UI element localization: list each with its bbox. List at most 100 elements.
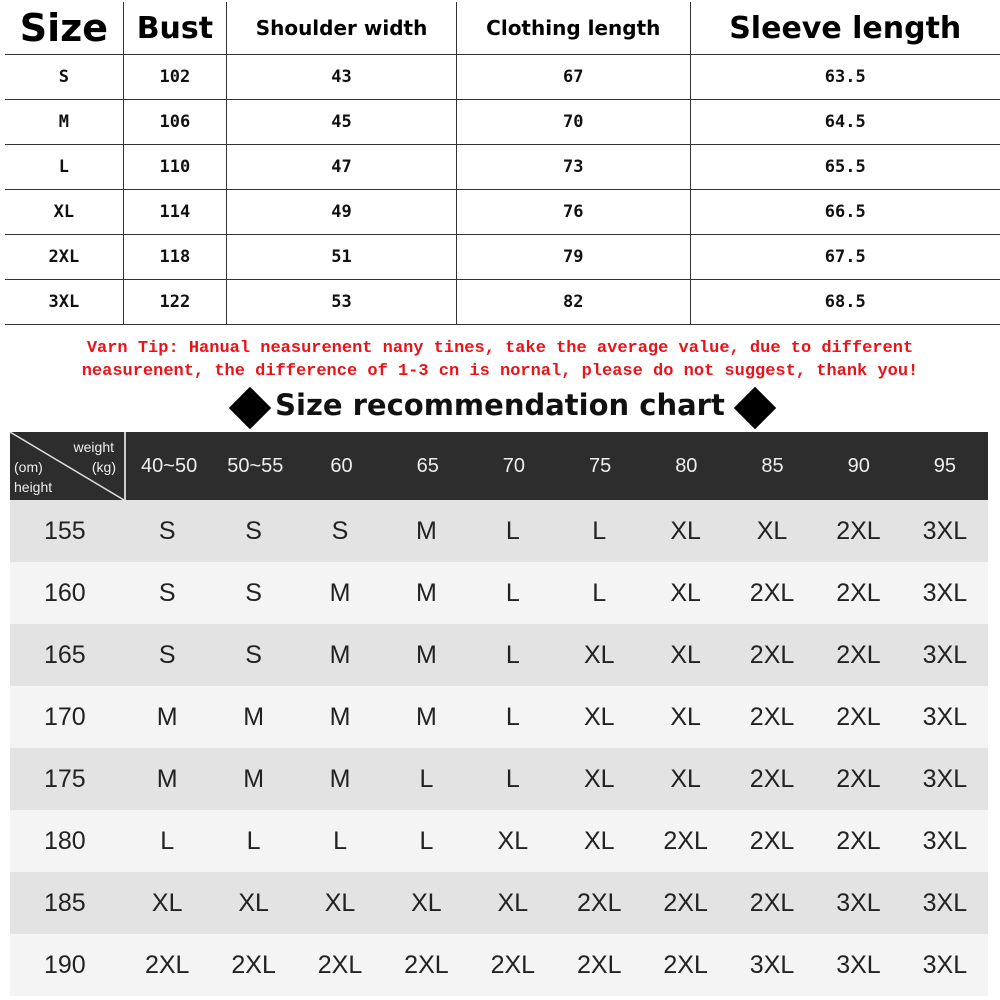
size-cell: 2XL	[404, 950, 449, 979]
size-cell: XL	[583, 702, 615, 731]
table-row: 160 S S M M L L XL 2XL 2XL 3XL	[10, 562, 988, 624]
table-row: 180 L L L L XL XL 2XL 2XL 2XL 3XL	[10, 810, 988, 872]
size-cell: M	[243, 702, 265, 731]
size-cell: M	[329, 702, 351, 731]
table-cell: 68.5	[689, 279, 1000, 325]
size-recommendation-table: weight (om) (kg) height 40~50 50~55 60 65 70…	[10, 432, 988, 996]
size-cell: 3XL	[922, 516, 968, 545]
size-cell: 2XL	[749, 578, 795, 607]
table-cell: 49	[225, 189, 458, 235]
size-cell: M	[329, 764, 351, 793]
warn-tip-line-1: Varn Tip: Hanual neasurenent nany tines,…	[86, 339, 914, 358]
size-cell: M	[416, 640, 437, 669]
table-cell: 67	[456, 54, 691, 100]
column-header: Bust	[122, 2, 227, 55]
size-cell: M	[243, 764, 265, 793]
size-cell: S	[245, 516, 262, 545]
cm-unit: (om)	[14, 459, 43, 475]
table-cell: 102	[122, 54, 227, 100]
size-cell: L	[333, 826, 347, 855]
table-cell: 70	[456, 99, 691, 145]
table-cell: XL	[5, 189, 124, 235]
size-cell: 2XL	[663, 950, 708, 979]
height-cell: 185	[44, 888, 86, 917]
size-cell: L	[505, 516, 520, 545]
size-cell: 3XL	[922, 888, 968, 917]
table-cell: 2XL	[5, 234, 124, 280]
weight-header: 50~55	[227, 454, 284, 477]
size-cell: M	[416, 578, 437, 607]
size-cell: 2XL	[749, 888, 795, 917]
table-cell: 47	[225, 144, 458, 190]
table-cell: 3XL	[5, 279, 124, 325]
size-cell: L	[505, 578, 520, 607]
size-cell: 2XL	[749, 826, 795, 855]
size-cell: S	[331, 516, 349, 545]
weight-header: 90	[847, 454, 870, 477]
size-cell: XL	[670, 702, 701, 731]
size-cell: L	[592, 578, 607, 607]
table-row: 185 XL XL XL XL XL 2XL 2XL 2XL 3XL 3XL	[10, 872, 988, 934]
size-cell: L	[505, 764, 520, 793]
weight-header: 60	[330, 454, 353, 477]
table-row: 2XL 118 51 79 67.5	[5, 234, 1000, 280]
recommendation-title: Size recommendation chart	[275, 388, 725, 422]
size-cell: 2XL	[231, 950, 276, 979]
size-cell: 2XL	[576, 950, 622, 979]
size-cell: XL	[670, 578, 701, 607]
weight-header-row: weight (om) (kg) height 40~50 50~55 60 65 70…	[10, 432, 988, 500]
size-cell: L	[592, 516, 607, 545]
table-cell: 76	[456, 189, 691, 235]
size-cell: 3XL	[922, 702, 968, 731]
size-cell: M	[329, 640, 351, 669]
size-cell: M	[156, 702, 178, 731]
size-cell: 3XL	[922, 640, 968, 669]
table-cell: L	[5, 144, 124, 190]
size-measurement-table: Size Bust Shoulder width Clothing length Sle…	[5, 2, 1000, 325]
table-cell: 63.5	[689, 54, 1000, 100]
table-cell: 53	[225, 279, 458, 325]
size-cell: 2XL	[663, 826, 708, 855]
size-cell: L	[246, 826, 261, 855]
weight-header: 70	[502, 454, 526, 477]
table-cell: 118	[122, 234, 227, 280]
table-cell: M	[5, 99, 124, 145]
table-cell: 122	[122, 279, 227, 325]
height-cell: 165	[44, 640, 86, 669]
size-cell: XL	[670, 516, 701, 545]
size-cell: 2XL	[663, 888, 708, 917]
size-cell: 2XL	[836, 702, 881, 731]
size-cell: XL	[151, 888, 183, 917]
height-cell: 160	[44, 578, 86, 607]
table-cell: 51	[225, 234, 458, 280]
column-header: Size	[5, 2, 124, 55]
size-cell: 2XL	[749, 702, 795, 731]
size-cell: M	[329, 578, 351, 607]
column-header: Clothing length	[456, 2, 691, 55]
table-cell: 73	[456, 144, 691, 190]
height-cell: 155	[44, 516, 86, 545]
size-cell: XL	[411, 888, 442, 917]
size-cell: L	[419, 764, 434, 793]
height-cell: 180	[44, 826, 86, 855]
table-cell: 79	[456, 234, 691, 280]
corner-cell: weight (om) (kg) height	[10, 432, 126, 500]
table-cell: 66.5	[689, 189, 1000, 235]
size-cell: XL	[670, 640, 701, 669]
size-cell: 3XL	[836, 950, 881, 979]
table-row: 170 M M M M L XL XL 2XL 2XL 3XL	[10, 686, 988, 748]
table-row: 190 2XL 2XL 2XL 2XL 2XL 2XL 2XL 3XL 3XL 3XL	[10, 934, 988, 996]
diagonal-divider	[10, 432, 124, 500]
size-cell: M	[156, 764, 178, 793]
weight-header: 40~50	[141, 454, 198, 477]
weight-header: 95	[933, 454, 957, 477]
table-row: 165 S S M M L XL XL 2XL 2XL 3XL	[10, 624, 988, 686]
size-cell: L	[419, 826, 434, 855]
size-cell: S	[158, 516, 176, 545]
weight-header: 75	[588, 454, 612, 477]
table-cell: 110	[122, 144, 227, 190]
size-cell: XL	[497, 888, 529, 917]
table-row: M 106 45 70 64.5	[5, 99, 1000, 145]
size-cell: XL	[670, 764, 701, 793]
size-cell: 2XL	[144, 950, 190, 979]
